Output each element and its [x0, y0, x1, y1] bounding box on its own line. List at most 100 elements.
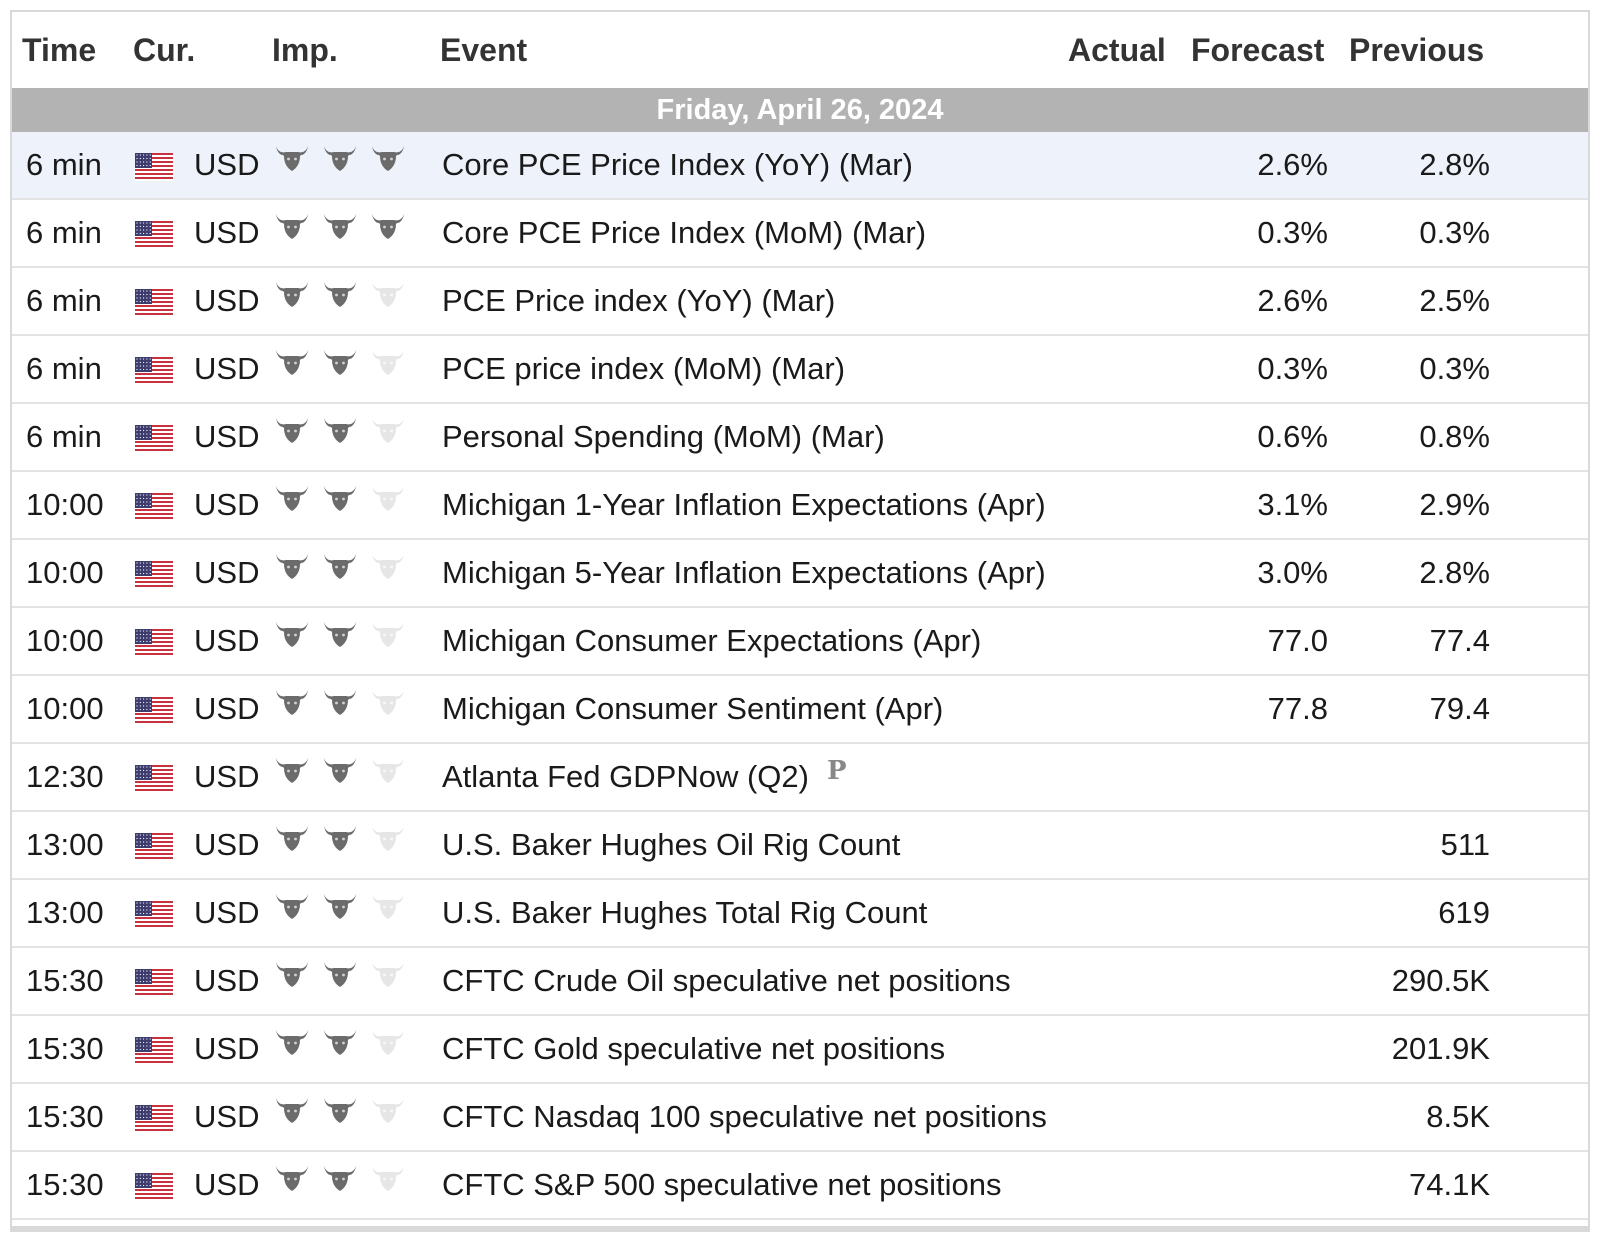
event-row[interactable]: 13:00 USD U.S. Baker Hughes Oil Rig Count 5…: [12, 812, 1588, 880]
bull-icon-active: [276, 554, 308, 579]
importance-rating: [274, 1027, 406, 1057]
event-forecast: 2.6%: [1257, 147, 1328, 182]
event-row[interactable]: 10:00 USD Michigan Consumer Sentiment (Apr…: [12, 676, 1588, 744]
event-row[interactable]: 6 min USD Personal Spending (MoM) (Mar) 0.6…: [12, 404, 1588, 472]
header-importance[interactable]: Imp.: [272, 32, 338, 68]
event-previous: 290.5K: [1391, 963, 1490, 998]
event-name[interactable]: CFTC Nasdaq 100 speculative net position…: [442, 1084, 1047, 1150]
event-name[interactable]: PCE Price index (YoY) (Mar): [442, 268, 835, 334]
event-currency: USD: [194, 691, 260, 726]
bull-icon-inactive: [372, 418, 404, 443]
us-flag-icon: [135, 493, 173, 521]
header-forecast[interactable]: Forecast: [1191, 32, 1325, 68]
importance-rating: [274, 415, 406, 445]
header-actual[interactable]: Actual: [1068, 32, 1166, 68]
bull-icon-inactive: [372, 350, 404, 375]
event-row[interactable]: 15:30 USD CFTC S&P 500 speculative net pos…: [12, 1152, 1588, 1220]
event-row[interactable]: 13:00 USD U.S. Baker Hughes Total Rig Coun…: [12, 880, 1588, 948]
event-name[interactable]: Personal Spending (MoM) (Mar): [442, 404, 885, 470]
header-previous[interactable]: Previous: [1349, 32, 1485, 68]
us-flag-icon: [135, 425, 173, 453]
event-time: 15:30: [26, 1031, 104, 1066]
bull-icon-active: [324, 622, 356, 647]
bull-icon-active: [324, 690, 356, 715]
event-forecast: 0.6%: [1257, 419, 1328, 454]
header-time[interactable]: Time: [22, 32, 97, 68]
event-row[interactable]: 15:30 USD CFTC Crude Oil speculative net p…: [12, 948, 1588, 1016]
event-name[interactable]: CFTC Gold speculative net positions: [442, 1016, 945, 1082]
event-previous: 74.1K: [1408, 1167, 1490, 1202]
event-currency: USD: [194, 1031, 260, 1066]
bull-icon-active: [324, 962, 356, 987]
bull-icon-active: [276, 758, 308, 783]
bull-icon-inactive: [372, 758, 404, 783]
event-row[interactable]: 6 min USD PCE Price index (YoY) (Mar) 2.6% 2…: [12, 268, 1588, 336]
bull-icon-active: [276, 690, 308, 715]
event-row[interactable]: 10:00 USD Michigan Consumer Expectations (…: [12, 608, 1588, 676]
event-name[interactable]: CFTC S&P 500 speculative net positions: [442, 1152, 1001, 1218]
event-name-text: Personal Spending (MoM) (Mar): [442, 419, 885, 454]
bull-icon-active: [276, 826, 308, 851]
event-name[interactable]: Core PCE Price Index (YoY) (Mar): [442, 132, 913, 198]
event-forecast: 77.0: [1267, 623, 1328, 658]
event-name[interactable]: U.S. Baker Hughes Oil Rig Count: [442, 812, 900, 878]
event-name[interactable]: CFTC Crude Oil speculative net positions: [442, 948, 1011, 1014]
importance-rating: [274, 551, 406, 581]
header-currency[interactable]: Cur.: [133, 32, 196, 68]
us-flag-icon: [135, 833, 173, 861]
event-row[interactable]: 6 min USD PCE price index (MoM) (Mar) 0.3% 0…: [12, 336, 1588, 404]
bull-icon-active: [276, 622, 308, 647]
event-forecast: 77.8: [1267, 691, 1328, 726]
event-name[interactable]: Michigan Consumer Sentiment (Apr): [442, 676, 943, 742]
event-name[interactable]: Michigan Consumer Expectations (Apr): [442, 608, 981, 674]
bull-icon-active: [324, 1030, 356, 1055]
event-previous: 2.8%: [1419, 555, 1490, 590]
us-flag-icon: [135, 697, 173, 725]
importance-rating: [274, 347, 406, 377]
event-currency: USD: [194, 623, 260, 658]
event-previous: 619: [1438, 895, 1490, 930]
bull-icon-active: [324, 486, 356, 511]
bull-icon-active: [324, 282, 356, 307]
event-name-text: Michigan 5-Year Inflation Expectations (…: [442, 555, 1046, 590]
bull-icon-active: [324, 146, 356, 171]
event-row[interactable]: 15:30 USD CFTC Gold speculative net positi…: [12, 1016, 1588, 1084]
bull-icon-active: [372, 214, 404, 239]
event-row[interactable]: 10:00 USD Michigan 1-Year Inflation Expect…: [12, 472, 1588, 540]
bull-icon-active: [276, 962, 308, 987]
event-currency: USD: [194, 147, 260, 182]
us-flag-icon: [135, 357, 173, 385]
event-row[interactable]: 6 min USD Core PCE Price Index (YoY) (Mar)…: [12, 132, 1588, 200]
event-name[interactable]: Michigan 1-Year Inflation Expectations (…: [442, 472, 1046, 538]
event-name[interactable]: Core PCE Price Index (MoM) (Mar): [442, 200, 926, 266]
event-time: 15:30: [26, 1167, 104, 1202]
importance-rating: [274, 1163, 406, 1193]
event-currency: USD: [194, 555, 260, 590]
event-name[interactable]: Michigan 5-Year Inflation Expectations (…: [442, 540, 1046, 606]
event-row[interactable]: 12:30 USD Atlanta Fed GDPNow (Q2) P: [12, 744, 1588, 812]
importance-rating: [274, 687, 406, 717]
event-name[interactable]: PCE price index (MoM) (Mar): [442, 336, 845, 402]
event-time: 6 min: [26, 419, 102, 454]
event-row[interactable]: 15:30 USD CFTC Nasdaq 100 speculative net …: [12, 1084, 1588, 1152]
event-name-text: CFTC S&P 500 speculative net positions: [442, 1167, 1002, 1202]
event-name[interactable]: U.S. Baker Hughes Total Rig Count: [442, 880, 927, 946]
event-name-text: PCE price index (MoM) (Mar): [442, 351, 846, 386]
event-time: 13:00: [26, 895, 104, 930]
bull-icon-active: [276, 894, 308, 919]
us-flag-icon: [135, 901, 173, 929]
event-name[interactable]: Atlanta Fed GDPNow (Q2) P: [442, 744, 847, 812]
event-row[interactable]: 10:00 USD Michigan 5-Year Inflation Expect…: [12, 540, 1588, 608]
event-currency: USD: [194, 487, 260, 522]
bull-icon-active: [324, 554, 356, 579]
event-previous: 8.5K: [1426, 1099, 1490, 1134]
importance-rating: [274, 143, 406, 173]
importance-rating: [274, 279, 406, 309]
bull-icon-active: [276, 282, 308, 307]
header-event[interactable]: Event: [440, 32, 528, 68]
event-row[interactable]: 6 min USD Core PCE Price Index (MoM) (Mar)…: [12, 200, 1588, 268]
table-bottom-border: [12, 1226, 1588, 1232]
bull-icon-active: [276, 1030, 308, 1055]
event-name-text: Core PCE Price Index (YoY) (Mar): [442, 147, 913, 182]
us-flag-icon: [135, 765, 173, 793]
